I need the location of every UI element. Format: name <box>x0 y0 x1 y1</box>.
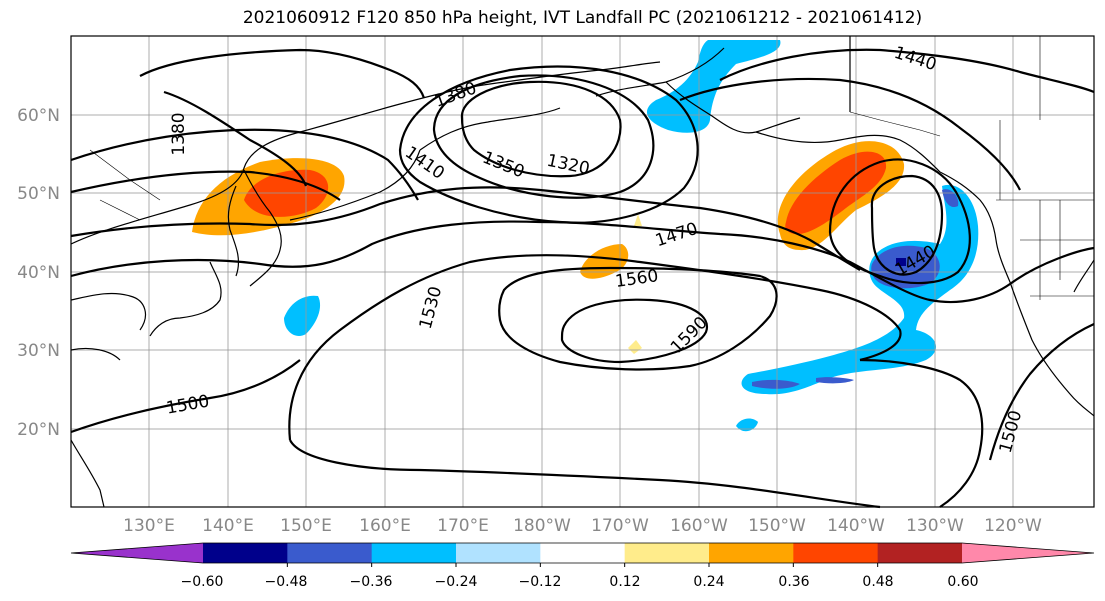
colorbar-extend-low <box>71 543 203 563</box>
ivt-shading <box>192 40 979 432</box>
lon-label: 120°W <box>984 516 1042 536</box>
colorbar-tick-label: −0.12 <box>519 574 562 590</box>
height-contours <box>70 48 1095 509</box>
colorbar-segment <box>624 543 710 563</box>
contour-label: 1500 <box>996 408 1027 455</box>
colorbar-tick-label: −0.60 <box>181 574 224 590</box>
ivt-negative-east-min <box>896 258 906 266</box>
ivt-positive-central <box>580 244 629 279</box>
colorbar-segment <box>793 543 879 563</box>
contour-1560 <box>498 266 778 371</box>
contour-1410 <box>70 128 419 201</box>
contour-1380-outer <box>398 65 699 224</box>
map-gridlines <box>71 36 1094 507</box>
colorbar-segment <box>877 543 963 563</box>
contour-label: 1500 <box>165 391 211 418</box>
lon-label: 170°E <box>437 516 489 536</box>
contour-1470 <box>70 186 861 271</box>
colorbar-segment <box>456 543 541 563</box>
contour-1320 <box>460 80 622 178</box>
lat-label: 60°N <box>17 106 60 126</box>
ivt-negative-east-blue-nw <box>942 189 959 208</box>
contour-1530-south <box>289 439 881 509</box>
colorbar-segment <box>203 543 288 563</box>
lat-label: 20°N <box>17 420 60 440</box>
contour-1530 <box>288 254 902 441</box>
colorbar-segment <box>540 543 626 563</box>
contour-1500-east <box>988 322 1095 461</box>
lat-label: 30°N <box>17 341 60 361</box>
colorbar-tick-label: 0.24 <box>693 574 724 590</box>
colorbar-segment <box>371 543 457 563</box>
lon-label: 140°W <box>827 516 885 536</box>
contour-label: 1380 <box>432 78 479 112</box>
ivt-negative-hawaii <box>736 418 758 432</box>
contour-1500-main <box>70 220 1095 304</box>
colorbar: −0.60 −0.48 −0.36 −0.24 −0.12 0.12 0.24 … <box>70 542 1095 590</box>
lon-label: 170°W <box>591 516 649 536</box>
colorbar-segment <box>709 543 794 563</box>
colorbar-segments <box>70 542 1095 567</box>
contour-1470-east-loop <box>828 158 971 285</box>
contour-label: 1470 <box>653 219 700 251</box>
latitude-labels: 60°N 50°N 40°N 30°N 20°N <box>17 106 60 440</box>
ivt-negative-east-blue-band <box>752 379 800 389</box>
ivt-negative-north <box>646 40 781 133</box>
map-frame <box>70 35 1095 508</box>
colorbar-segment <box>287 543 373 563</box>
lon-label: 150°W <box>748 516 806 536</box>
contour-1350 <box>432 74 655 199</box>
longitude-labels: 130°E 140°E 150°E 160°E 170°E 180°W 170°… <box>123 516 1042 536</box>
colorbar-outline <box>70 542 1095 564</box>
colorbar-tick-label: −0.36 <box>350 574 393 590</box>
contour-1380-west-b <box>163 90 308 187</box>
ivt-yellow-central-2 <box>628 340 642 354</box>
colorbar-ticks: −0.60 −0.48 −0.36 −0.24 −0.12 0.12 0.24 … <box>181 574 979 590</box>
ivt-yellow-central-1 <box>634 214 642 226</box>
contour-label: 1380 <box>169 112 189 155</box>
contour-1500-south <box>70 359 301 434</box>
colorbar-tick-label: −0.48 <box>265 574 308 590</box>
colorbar-tick-label: 0.36 <box>778 574 809 590</box>
ivt-negative-east <box>741 184 979 395</box>
colorbar-tick-label: 0.60 <box>947 574 978 590</box>
lat-label: 40°N <box>17 263 60 283</box>
lat-label: 50°N <box>17 184 60 204</box>
contour-label: 1350 <box>480 148 528 183</box>
lon-label: 160°E <box>359 516 411 536</box>
lon-label: 180°W <box>513 516 571 536</box>
colorbar-tick-label: 0.48 <box>862 574 893 590</box>
contour-1440-northeast <box>719 48 1095 94</box>
contour-label: 1440 <box>892 43 939 75</box>
lon-label: 160°W <box>670 516 728 536</box>
contour-label: 1530 <box>416 284 447 331</box>
contour-1380-west <box>139 48 426 99</box>
contour-1530-east <box>859 358 984 508</box>
figure-title: 2021060912 F120 850 hPa height, IVT Land… <box>242 8 923 28</box>
lon-label: 130°W <box>906 516 964 536</box>
lon-label: 130°E <box>123 516 175 536</box>
ivt-negative-west <box>284 295 321 337</box>
lon-label: 150°E <box>280 516 332 536</box>
contour-1440-west <box>70 170 341 201</box>
colorbar-extend-high <box>962 543 1094 563</box>
colorbar-tick-label: 0.12 <box>609 574 640 590</box>
lon-label: 140°E <box>202 516 254 536</box>
contour-1590 <box>560 298 709 364</box>
contour-1410-ne <box>679 77 1021 191</box>
ivt-negative-east-blue-band2 <box>816 377 854 384</box>
coastlines <box>70 36 1095 508</box>
contour-1440-east-circle <box>870 174 944 276</box>
colorbar-tick-label: −0.24 <box>435 574 478 590</box>
contour-label: 1560 <box>614 266 660 292</box>
